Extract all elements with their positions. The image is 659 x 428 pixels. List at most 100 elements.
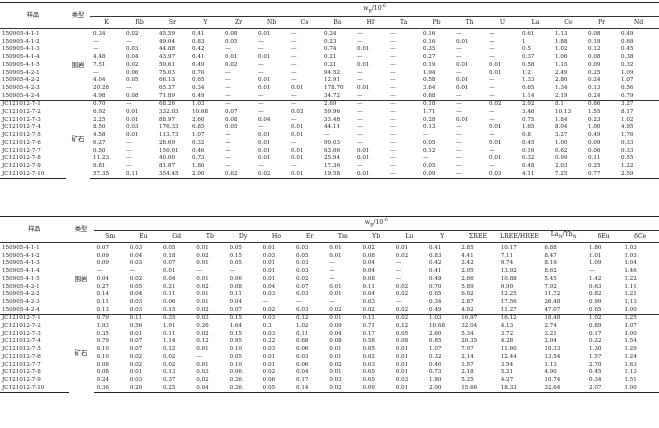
table-cell: 18.33 (497, 384, 542, 394)
table-cell: 0.03 (129, 376, 143, 383)
table-cell: — (390, 139, 396, 146)
table-cell: 0.05 (296, 252, 309, 259)
table-cell: — (456, 54, 462, 61)
table-cell: 178.70 (324, 84, 344, 91)
table-cell: 44.88 (159, 46, 176, 53)
table-cell: 0.11 (163, 291, 176, 298)
trace-element-table: 样品 类型 wB/10-6 K Rb Sr Y Zr Nb Cs Ba Hf Ta Pb Th U La Ce Pr… (0, 2, 659, 180)
table-cell: 0.34 (192, 84, 205, 91)
table-cell: 0.02 (163, 361, 176, 368)
table-cell: 8.50 (93, 124, 106, 131)
unit-header-row: 样品 类型 wB/10-6 (0, 216, 659, 243)
table-cell: 6.85 (429, 338, 442, 345)
table-cell: 1.02 (586, 314, 622, 324)
table-cell: 2.03 (555, 162, 568, 169)
table-cell: 0.02 (326, 384, 360, 394)
table-cell: 1.24 (624, 353, 637, 360)
table-cell: 0.10 (96, 346, 109, 353)
sample-id: JC121012-7-1 (0, 100, 66, 110)
table-cell: 45.59 (159, 31, 176, 37)
table-cell: 0.01 (329, 353, 342, 360)
column-header: Y (426, 230, 459, 243)
table-cell: 0.65 (522, 84, 535, 91)
table-row: 150905-4-2-1 — 0.06 75.03 0.70 — — — 94.52 — — 1.94… (0, 70, 659, 78)
table-cell: — (225, 155, 231, 162)
table-cell: — (229, 268, 236, 275)
table-cell: 0.03 (126, 124, 139, 131)
column-header: Hf (354, 16, 387, 29)
table-cell: 2.05 (461, 268, 474, 275)
table-cell: 0.70 (90, 100, 123, 110)
table-cell: — (291, 162, 297, 169)
table-cell: — (291, 61, 297, 68)
table-cell: — (390, 38, 396, 45)
table-cell: 1.80 (589, 245, 602, 251)
table-cell: 1.33 (522, 77, 535, 84)
table-cell: 1.11 (624, 283, 637, 290)
table-cell: 7.07 (461, 346, 474, 353)
table-cell: 0.79 (93, 314, 127, 324)
table-cell: 0.01 (291, 132, 304, 139)
sample-id: JC121012-7-9 (2, 376, 41, 383)
table-cell: 16.97 (458, 314, 498, 324)
table-cell: — (456, 92, 462, 99)
table-cell: 0.49 (429, 306, 442, 313)
table-cell: 10.33 (544, 346, 561, 353)
table-cell: — (357, 132, 363, 139)
table-cell: 0.09 (96, 252, 109, 259)
table-cell: 0.11 (126, 314, 161, 324)
table-cell: 0.37 (522, 54, 535, 61)
table-cell: 2.25 (93, 116, 106, 123)
table-cell: — (390, 116, 396, 123)
table-cell: 3.64 (423, 84, 436, 91)
table-cell: 0.49 (621, 31, 634, 37)
column-header: ΣREE (458, 230, 498, 243)
table-cell: 0.01 (288, 170, 321, 180)
table-cell: 0.01 (489, 69, 502, 76)
table-cell: 65.37 (159, 84, 176, 91)
table-cell: 1.04 (624, 260, 637, 267)
table-cell: 1.02 (621, 116, 634, 123)
table-cell: 0.01 (196, 346, 209, 353)
table-cell: — (354, 100, 387, 110)
table-row: 150905-4-2-4 4.98 0.08 71.89 0.49 — — — 34.72 — — 0… (0, 93, 659, 101)
table-row: JC121012-7-7 0.08 0.02 0.02 0.01 0.10 0.01 0.06… (0, 362, 659, 370)
table-cell: — (456, 69, 462, 76)
table-cell: 0.01 (225, 54, 238, 61)
table-cell: 0.01 (357, 84, 370, 91)
table-cell: 0.22 (262, 338, 276, 345)
table-cell: 0.02 (262, 306, 276, 313)
table-cell: 0.01 (357, 61, 370, 68)
column-header: Dy (226, 230, 260, 243)
column-header: La (519, 16, 552, 29)
table-cell: 0.04 (229, 298, 242, 305)
table-cell: 0.49 (192, 92, 205, 99)
table-cell: 1.25 (621, 314, 659, 324)
table-cell: 3.27 (555, 132, 568, 139)
ree-table: 样品 类型 wB/10-6 Sm Eu Gd Tb Dy Ho Er Tm Yb Lu Y ΣREE LREE… (0, 216, 659, 394)
table-cell: 0.37 (163, 376, 176, 383)
table-cell: 3.54 (500, 361, 514, 368)
sample-id: 150905-4-2-1 (2, 283, 40, 290)
table-cell: 0.08 (588, 31, 601, 37)
table-cell: 2.70 (589, 361, 602, 368)
table-cell: 5.45 (544, 275, 557, 282)
table-cell: — (390, 92, 396, 99)
table-cell: — (357, 31, 363, 37)
table-cell: 0.41 (429, 245, 442, 251)
table-cell: — (390, 46, 396, 53)
sample-id: 150905-4-1-1 (2, 245, 40, 251)
table-cell: — (129, 268, 136, 275)
table-cell: 0.03 (296, 306, 309, 313)
table-cell: 0.01 (291, 124, 304, 131)
table-row: JC121012-7-4 0.79 0.07 1.14 0.12 0.95 0.22 0.68… (0, 338, 659, 346)
table-row: JC121012-7-2 6.92 0.01 332.03 10.68 0.07 — 0.03… (0, 109, 659, 117)
table-cell: 2.60 (192, 116, 205, 123)
table-cell: 8.19 (544, 260, 557, 267)
table-cell: — (196, 353, 202, 360)
column-header: LaN/YbN (541, 230, 587, 243)
column-header: Zr (222, 16, 255, 29)
table-cell: 0.01 (357, 147, 370, 154)
table-cell: 4.58 (93, 132, 106, 139)
table-row: JC121012-7-8 11.23 — 40.00 0.73 — 0.01 0.01 25.9… (0, 155, 659, 163)
